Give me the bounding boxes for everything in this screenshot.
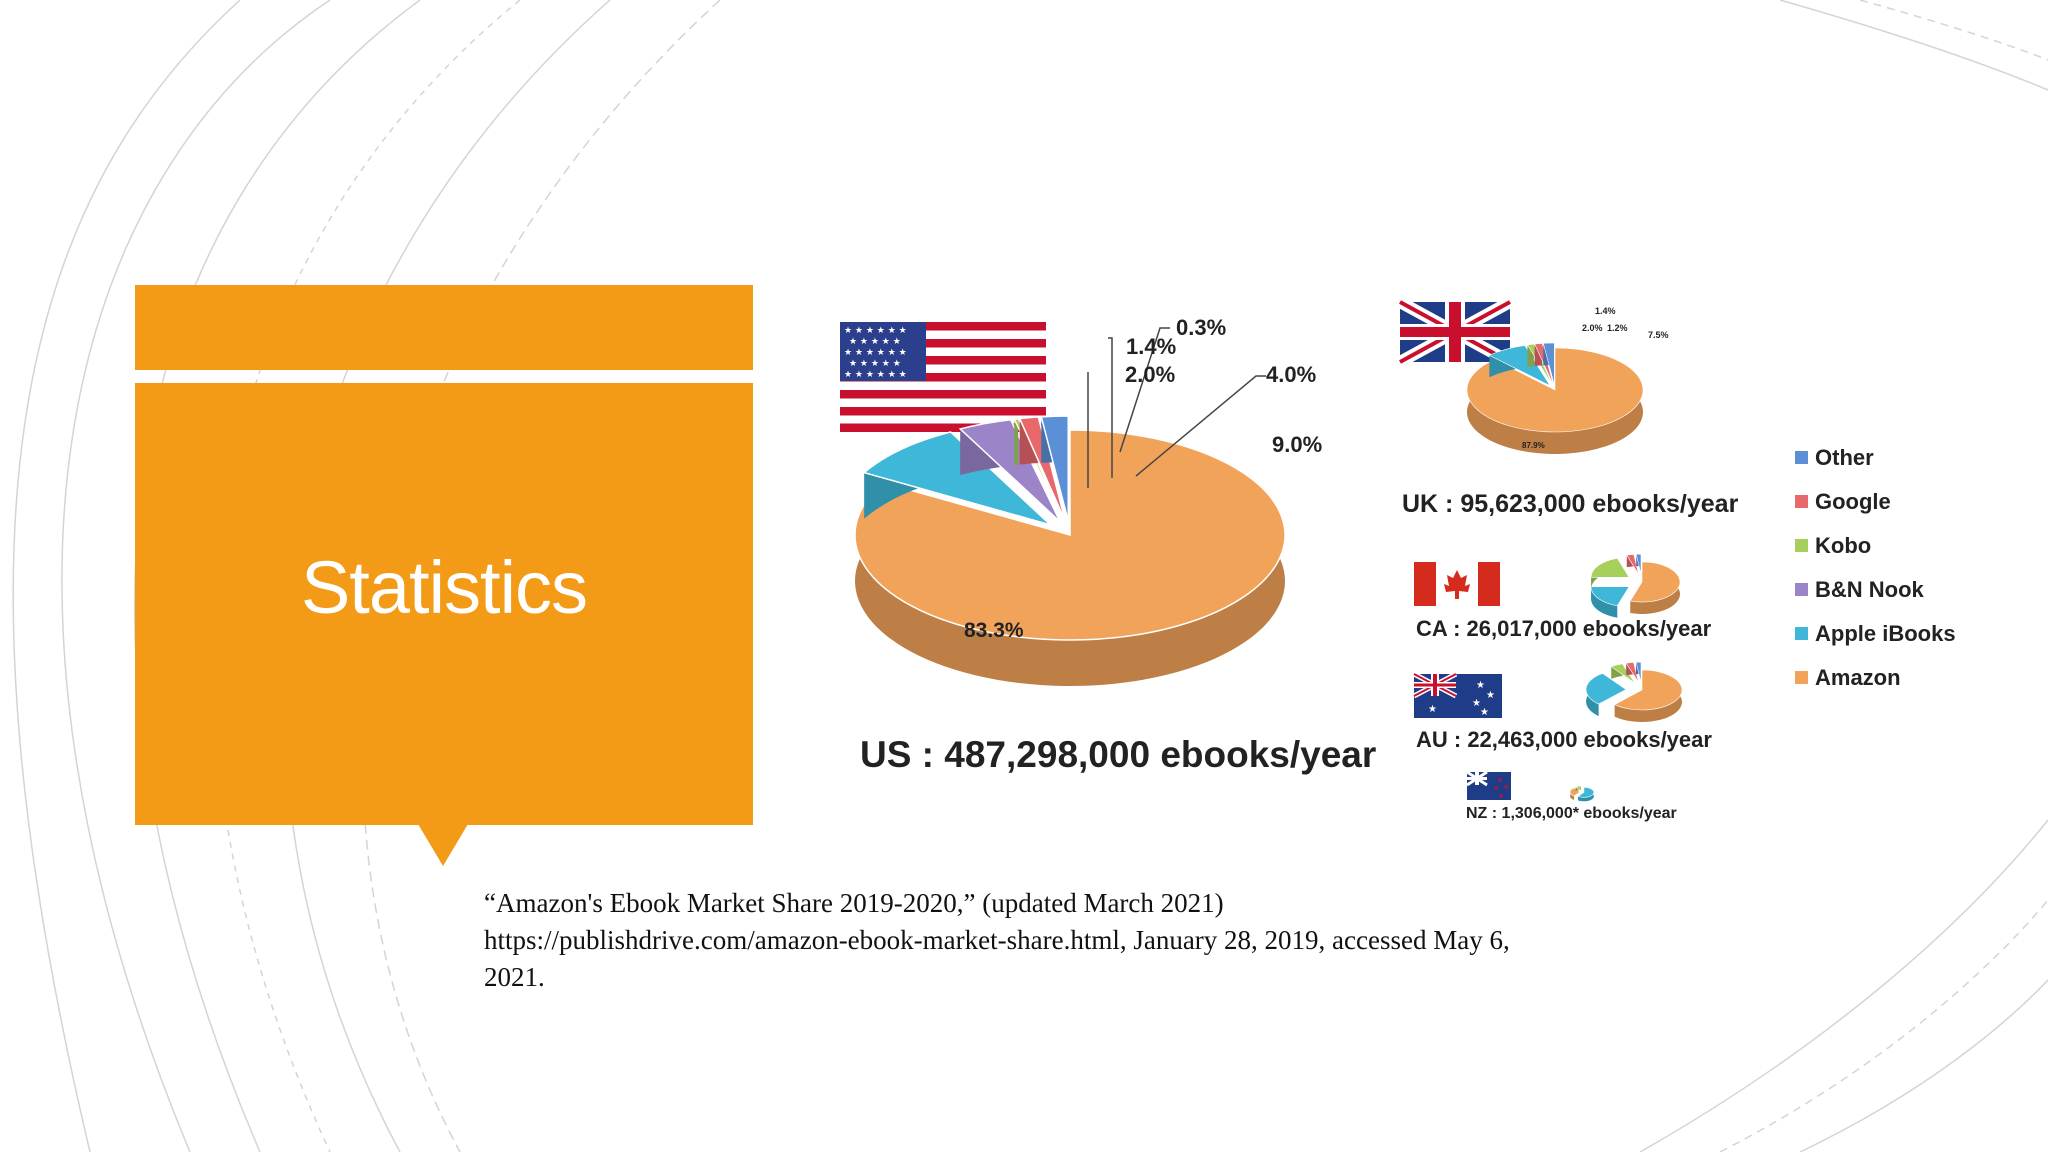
legend-item-label: Google — [1815, 489, 1891, 514]
pie-slice-apple-ibooks — [1488, 345, 1551, 387]
uk-flag — [1397, 296, 1513, 368]
pie-slice-amazon — [1569, 787, 1581, 797]
pie-au — [1585, 661, 1683, 722]
pie-slice-kobo — [1610, 663, 1635, 684]
legend-swatch — [1795, 627, 1808, 640]
us-label-other: 2.0% — [1125, 362, 1175, 387]
us-label-amazon: 83.3% — [964, 619, 1024, 642]
svg-text:★ ★ ★ ★ ★: ★ ★ ★ ★ ★ — [849, 359, 901, 369]
svg-text:★: ★ — [1498, 792, 1504, 800]
leader-line — [1119, 327, 1170, 453]
leader-line — [1108, 337, 1113, 478]
pie-ca — [1590, 553, 1681, 618]
pie-slice-side — [1014, 418, 1019, 466]
pie-slice-other — [1542, 342, 1555, 386]
ebook-market-share-chart: ★ ★ ★ ★ ★ ★★ ★ ★ ★ ★ ★ ★ ★ ★ ★ ★★ ★ ★ ★ … — [840, 296, 1956, 822]
nz-caption: NZ : 1,306,000* ebooks/year — [1466, 805, 1677, 822]
pie-slice-amazon — [1629, 561, 1681, 603]
us-label-kobo: 0.3% — [1176, 315, 1226, 340]
australia-flag: ★★★ ★★ — [1412, 671, 1502, 718]
citation: “Amazon's Ebook Market Share 2019-2020,”… — [484, 885, 1744, 996]
legend-item-label: Other — [1815, 445, 1874, 470]
svg-text:★: ★ — [1503, 783, 1509, 791]
pie-slice-kobo — [1574, 785, 1582, 792]
us-label-nook: 4.0% — [1266, 362, 1316, 387]
pie-uk — [1466, 342, 1644, 454]
uk-label-other: 2.0% — [1582, 323, 1603, 333]
svg-text:★: ★ — [1486, 690, 1495, 701]
pie-slice-other — [1635, 661, 1642, 683]
pie-slice-apple-ibooks — [862, 431, 1052, 526]
citation-line-3: 2021. — [484, 962, 545, 992]
pie-slice-google — [1626, 554, 1639, 575]
au-caption: AU : 22,463,000 ebooks/year — [1416, 727, 1712, 752]
svg-text:★ ★ ★ ★ ★: ★ ★ ★ ★ ★ — [849, 337, 901, 347]
svg-text:★ ★ ★ ★ ★ ★: ★ ★ ★ ★ ★ ★ — [844, 348, 907, 358]
svg-text:★: ★ — [1472, 698, 1481, 709]
legend-swatch — [1795, 539, 1808, 552]
svg-text:★ ★ ★ ★ ★ ★: ★ ★ ★ ★ ★ ★ — [844, 370, 907, 380]
chart-legend: Other Google Kobo B&N Nook Apple iBooks Amazo… — [1795, 445, 1956, 690]
uk-label-kobo: 1.2% — [1607, 323, 1628, 333]
pie-slice-other — [1040, 415, 1069, 522]
pie-slice-google — [1018, 416, 1066, 522]
legend-item-label: B&N Nook — [1815, 577, 1925, 602]
pie-slice-other — [1635, 553, 1642, 575]
us-label-ibooks: 9.0% — [1272, 432, 1322, 457]
title-box — [135, 383, 753, 825]
svg-text:★: ★ — [1493, 784, 1499, 792]
uk-label-amazon: 87.9% — [1522, 441, 1545, 450]
pie-slice-amazon — [854, 429, 1286, 641]
pie-nz — [1569, 785, 1595, 802]
pie-us — [854, 415, 1286, 687]
canada-flag — [1414, 562, 1500, 606]
us-caption: US : 487,298,000 ebooks/year — [860, 734, 1376, 775]
citation-line-1: “Amazon's Ebook Market Share 2019-2020,”… — [484, 888, 1224, 918]
legend-swatch — [1795, 495, 1808, 508]
uk-label-google: 1.4% — [1595, 306, 1616, 316]
us-label-google: 1.4% — [1126, 334, 1176, 359]
pie-slice-b-n-nook — [958, 418, 1061, 523]
uk-caption: UK : 95,623,000 ebooks/year — [1402, 490, 1739, 518]
ca-caption: CA : 26,017,000 ebooks/year — [1416, 616, 1712, 641]
legend-swatch — [1795, 671, 1808, 684]
pie-slice-apple-ibooks — [1585, 672, 1627, 705]
leader-line — [1135, 375, 1266, 477]
pie-slice-side — [1591, 586, 1618, 618]
pie-slice-google — [1625, 662, 1639, 683]
pie-slice-kobo — [1590, 557, 1630, 578]
legend-item-label: Apple iBooks — [1815, 621, 1956, 646]
slide-title: Statistics — [300, 546, 588, 629]
us-flag: ★ ★ ★ ★ ★ ★★ ★ ★ ★ ★ ★ ★ ★ ★ ★ ★★ ★ ★ ★ … — [840, 322, 1046, 432]
svg-text:★: ★ — [1480, 707, 1489, 718]
title-accent-bar — [135, 285, 753, 370]
legend-swatch — [1795, 451, 1808, 464]
svg-text:★: ★ — [1497, 776, 1503, 784]
new-zealand-flag: ★★★★ — [1466, 770, 1511, 800]
uk-label-ibooks: 7.5% — [1648, 330, 1669, 340]
svg-text:★: ★ — [1476, 680, 1485, 691]
pie-slice-apple-ibooks — [1577, 787, 1595, 798]
citation-line-2: https://publishdrive.com/amazon-ebook-ma… — [484, 925, 1510, 955]
legend-swatch — [1795, 583, 1808, 596]
svg-text:★ ★ ★ ★ ★ ★: ★ ★ ★ ★ ★ ★ — [844, 326, 907, 336]
legend-item-label: Amazon — [1815, 665, 1901, 690]
pie-slice-amazon — [1613, 669, 1683, 711]
legend-item-label: Kobo — [1815, 533, 1871, 558]
svg-text:★: ★ — [1428, 704, 1437, 715]
